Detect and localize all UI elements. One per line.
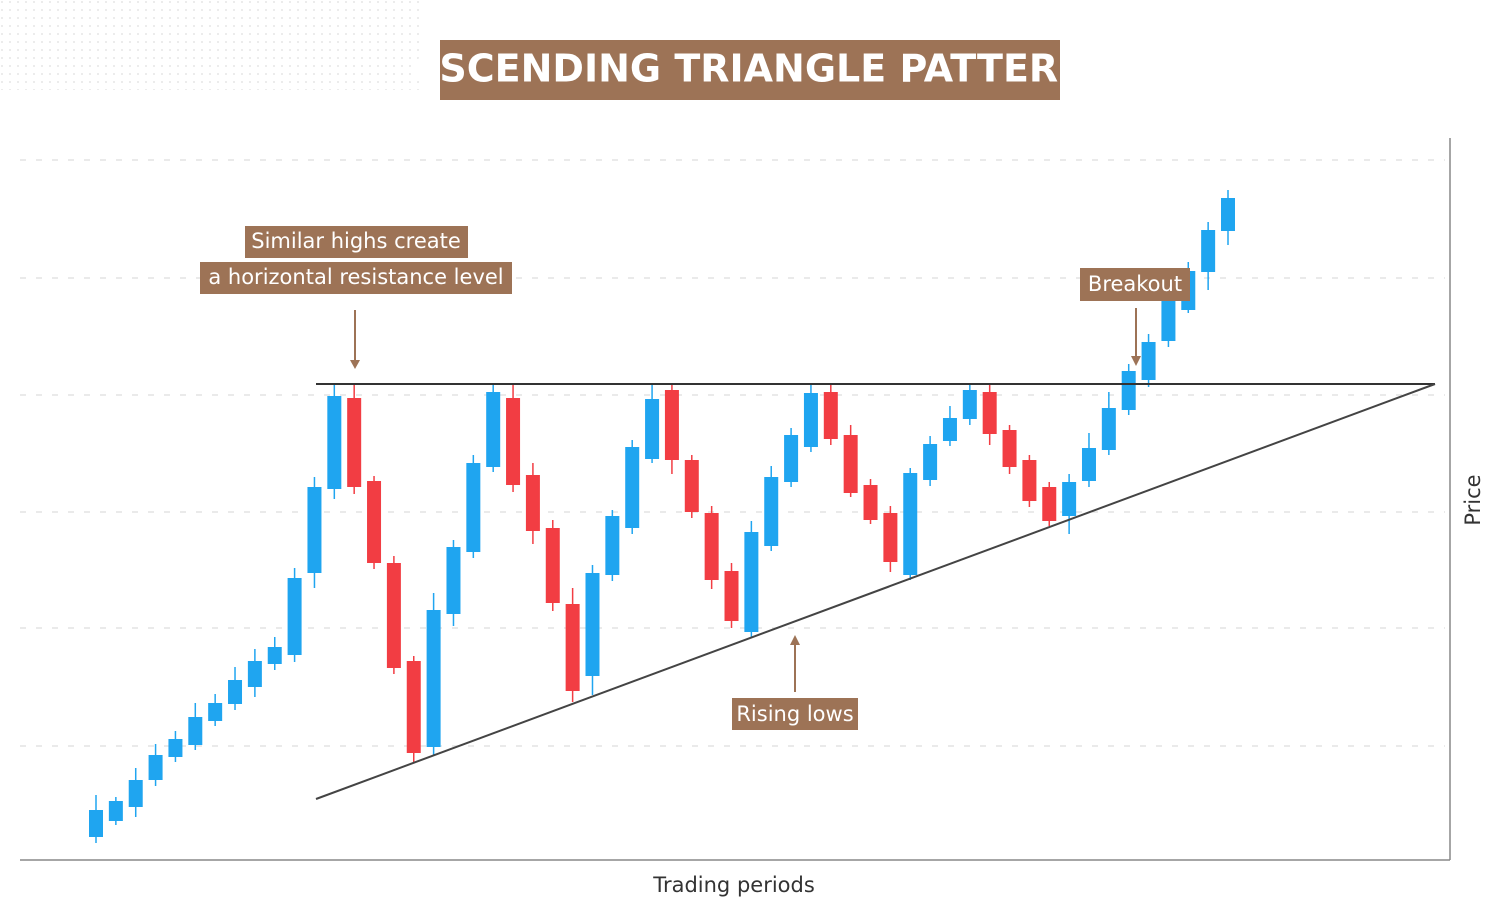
arrow-head [1131,356,1141,366]
candle-body [1221,198,1235,231]
candles [89,190,1235,843]
candle-body [784,435,799,482]
arrow-head [790,635,800,645]
candle-body [724,571,739,621]
candle-body [446,547,461,614]
candle-body [188,717,203,745]
annotation: Breakout [1088,272,1182,296]
chart-title: ASCENDING TRIANGLE PATTERN [410,47,1090,91]
candle-body [247,661,262,687]
candle-body [128,780,143,807]
candle-body [168,739,183,757]
candle-body [645,399,660,459]
candle-body [426,610,441,747]
grid [20,159,1445,747]
candle-body [367,481,382,563]
candle-body [327,396,342,489]
annotation: Rising lows [736,702,853,726]
candle-body [148,755,163,780]
arrow-head [350,360,360,369]
candle-body [307,487,322,573]
candle-body [267,647,282,664]
candle-body [962,390,977,419]
candle-body [605,516,620,575]
title-box [440,40,1060,100]
annotation-box [245,226,468,258]
candle-body [982,392,997,434]
candle-body [625,447,640,528]
candle-body [1062,482,1077,516]
candle-body [466,463,481,552]
candle-body [228,680,243,704]
candle-body [664,390,679,460]
candle-body [704,513,719,580]
candle-body [803,393,818,447]
candle-body [1121,371,1136,410]
candle-body [89,810,103,837]
x-axis-label: Trading periods [652,873,815,897]
candle-body [1161,297,1176,341]
candle-body [406,661,421,753]
candle-body [1042,487,1057,521]
candle-body [108,801,123,821]
candle-body [1101,408,1116,450]
annotation-box [200,262,512,294]
candle-body [386,563,401,668]
candle-body [903,473,918,575]
candle-body [1022,460,1037,501]
annotation: a horizontal resistance level [208,265,503,289]
candle-body [883,513,898,562]
candle-body [764,477,779,546]
candle-body [942,418,957,441]
candle-body [1201,230,1216,272]
background-pattern [0,0,420,90]
annotation-box [732,698,858,730]
candle-body [863,485,878,520]
candle-body [347,398,362,487]
annotation: Similar highs create [251,229,461,253]
candle-body [843,435,858,493]
candle-body [1081,448,1096,481]
candle-body [208,703,223,721]
candle-body [684,460,699,512]
support-line [315,383,1436,800]
candle-body [287,578,302,655]
candle-body [923,444,938,480]
annotation-box [1080,268,1190,301]
candle-body [565,604,580,691]
candle-body [545,528,560,603]
candle-body [1141,342,1156,380]
candle-body [525,475,540,531]
candle-body [1002,430,1017,467]
candle-body [744,532,759,632]
y-axis-label: Price [1461,474,1485,525]
candle-body [823,392,838,439]
candle-body [486,392,501,467]
candle-body [585,573,600,676]
trend-lines [315,383,1436,800]
candle-body [506,398,521,485]
